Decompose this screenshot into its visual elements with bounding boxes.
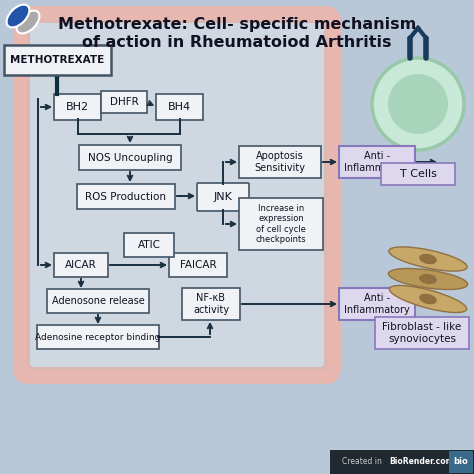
Text: Apoptosis
Sensitivity: Apoptosis Sensitivity — [255, 151, 306, 173]
Text: BH4: BH4 — [168, 102, 191, 112]
Ellipse shape — [419, 254, 437, 264]
Text: Created in: Created in — [342, 457, 384, 466]
FancyBboxPatch shape — [79, 145, 181, 170]
Ellipse shape — [7, 5, 29, 27]
FancyBboxPatch shape — [156, 94, 203, 120]
Ellipse shape — [419, 293, 437, 304]
Text: Increase in
expression
of cell cycle
checkpoints: Increase in expression of cell cycle che… — [255, 204, 306, 244]
Ellipse shape — [388, 268, 468, 290]
FancyBboxPatch shape — [101, 91, 147, 113]
FancyBboxPatch shape — [77, 184, 175, 209]
Text: NOS Uncoupling: NOS Uncoupling — [88, 153, 173, 163]
Text: Fibroblast - like
synoviocytes: Fibroblast - like synoviocytes — [383, 322, 462, 344]
FancyBboxPatch shape — [54, 94, 101, 120]
Ellipse shape — [389, 285, 467, 312]
Text: ATIC: ATIC — [137, 240, 161, 250]
Text: ROS Production: ROS Production — [85, 191, 166, 201]
FancyBboxPatch shape — [330, 450, 474, 474]
Text: BH2: BH2 — [66, 102, 89, 112]
FancyBboxPatch shape — [37, 325, 159, 349]
FancyBboxPatch shape — [4, 45, 111, 75]
Text: NF-κB
activity: NF-κB activity — [193, 293, 229, 315]
Text: bio: bio — [454, 457, 468, 466]
FancyBboxPatch shape — [30, 23, 324, 367]
FancyBboxPatch shape — [239, 146, 321, 178]
Ellipse shape — [419, 274, 437, 284]
Text: Adenosone release: Adenosone release — [52, 296, 145, 306]
Text: T Cells: T Cells — [400, 169, 437, 179]
Text: DHFR: DHFR — [109, 97, 138, 107]
Text: BioRender.com: BioRender.com — [389, 457, 454, 466]
Circle shape — [372, 58, 464, 150]
FancyBboxPatch shape — [169, 253, 227, 277]
Text: AICAR: AICAR — [65, 260, 97, 270]
Circle shape — [388, 74, 448, 134]
Text: Adenosine receptor binding: Adenosine receptor binding — [35, 332, 161, 341]
Text: Methotrexate: Cell- specific mechanism: Methotrexate: Cell- specific mechanism — [58, 17, 416, 31]
FancyBboxPatch shape — [20, 13, 334, 377]
FancyBboxPatch shape — [449, 451, 473, 473]
Text: FAICAR: FAICAR — [180, 260, 216, 270]
FancyBboxPatch shape — [124, 233, 174, 257]
Text: of action in Rheumatoiod Arthritis: of action in Rheumatoiod Arthritis — [82, 35, 392, 49]
FancyBboxPatch shape — [381, 163, 455, 185]
Text: METHOTREXATE: METHOTREXATE — [10, 55, 105, 65]
Text: JNK: JNK — [214, 192, 232, 202]
Text: Anti -
Inflammatory: Anti - Inflammatory — [344, 293, 410, 315]
FancyBboxPatch shape — [339, 146, 415, 178]
FancyBboxPatch shape — [54, 253, 108, 277]
FancyBboxPatch shape — [339, 288, 415, 320]
FancyBboxPatch shape — [239, 198, 323, 250]
Ellipse shape — [389, 247, 467, 271]
Text: Anti -
Inflammatory: Anti - Inflammatory — [344, 151, 410, 173]
FancyBboxPatch shape — [47, 289, 149, 313]
FancyBboxPatch shape — [197, 183, 249, 211]
Ellipse shape — [17, 10, 39, 33]
FancyBboxPatch shape — [375, 317, 469, 349]
FancyBboxPatch shape — [182, 288, 240, 320]
